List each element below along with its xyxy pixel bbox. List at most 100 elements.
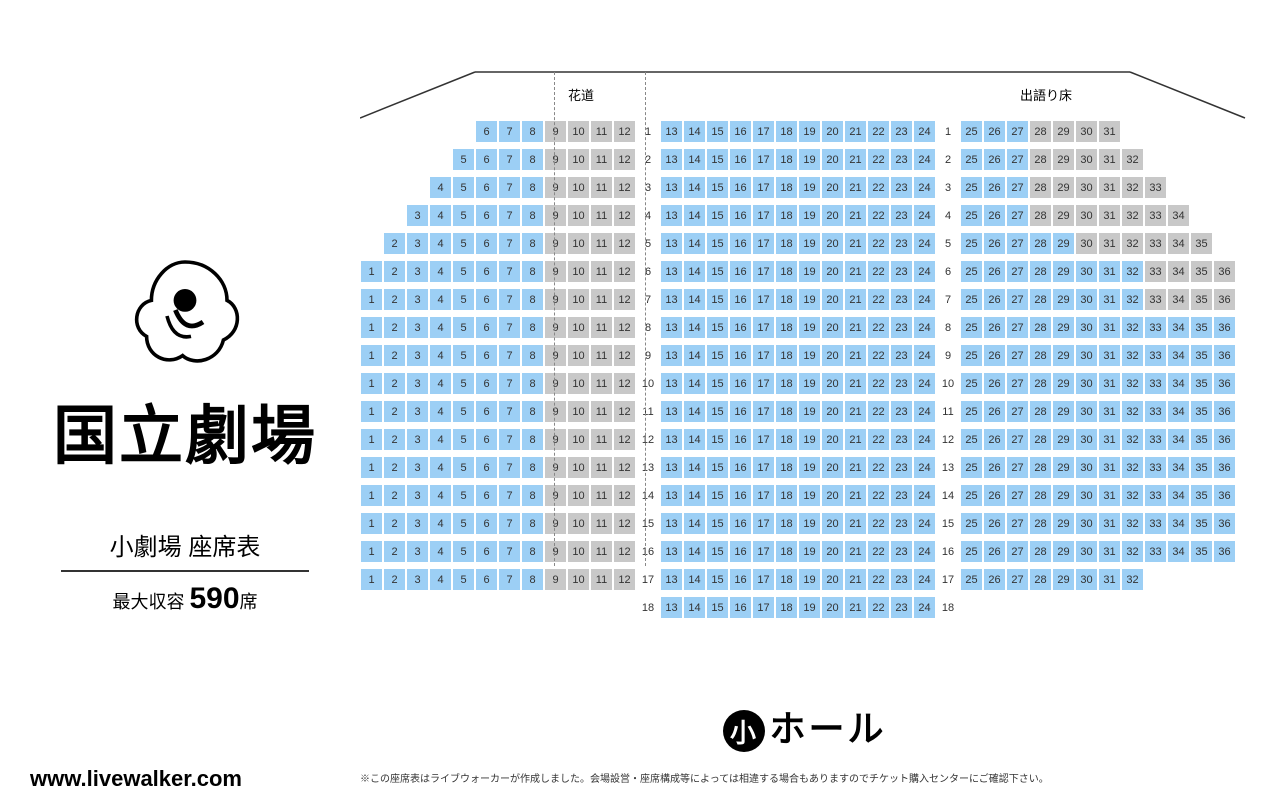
seat[interactable]: 16 (730, 121, 751, 142)
seat[interactable]: 15 (707, 401, 728, 422)
seat[interactable]: 3 (407, 317, 428, 338)
seat[interactable]: 22 (868, 149, 889, 170)
seat[interactable]: 36 (1214, 457, 1235, 478)
seat[interactable]: 36 (1214, 513, 1235, 534)
seat[interactable]: 6 (476, 261, 497, 282)
seat[interactable]: 20 (822, 149, 843, 170)
seat[interactable]: 13 (661, 373, 682, 394)
seat[interactable]: 20 (822, 597, 843, 618)
seat[interactable]: 28 (1030, 513, 1051, 534)
seat[interactable]: 26 (984, 457, 1005, 478)
seat[interactable]: 28 (1030, 149, 1051, 170)
seat[interactable]: 14 (684, 513, 705, 534)
seat[interactable]: 28 (1030, 233, 1051, 254)
seat[interactable]: 13 (661, 149, 682, 170)
seat[interactable]: 21 (845, 429, 866, 450)
seat[interactable]: 29 (1053, 457, 1074, 478)
seat[interactable]: 5 (453, 569, 474, 590)
seat[interactable]: 6 (476, 569, 497, 590)
seat[interactable]: 17 (753, 233, 774, 254)
seat[interactable]: 24 (914, 597, 935, 618)
seat[interactable]: 28 (1030, 541, 1051, 562)
seat[interactable]: 16 (730, 289, 751, 310)
seat[interactable]: 17 (753, 597, 774, 618)
seat[interactable]: 15 (707, 261, 728, 282)
seat[interactable]: 29 (1053, 569, 1074, 590)
seat[interactable]: 17 (753, 457, 774, 478)
seat[interactable]: 28 (1030, 401, 1051, 422)
seat[interactable]: 25 (961, 457, 982, 478)
seat[interactable]: 15 (707, 317, 728, 338)
seat[interactable]: 1 (361, 569, 382, 590)
seat[interactable]: 13 (661, 121, 682, 142)
seat[interactable]: 23 (891, 597, 912, 618)
seat[interactable]: 21 (845, 205, 866, 226)
seat[interactable]: 8 (522, 345, 543, 366)
seat[interactable]: 33 (1145, 233, 1166, 254)
seat[interactable]: 21 (845, 289, 866, 310)
seat[interactable]: 13 (661, 345, 682, 366)
seat[interactable]: 16 (730, 149, 751, 170)
seat[interactable]: 7 (499, 401, 520, 422)
seat[interactable]: 14 (684, 149, 705, 170)
seat[interactable]: 28 (1030, 429, 1051, 450)
seat[interactable]: 30 (1076, 345, 1097, 366)
seat[interactable]: 3 (407, 513, 428, 534)
seat[interactable]: 22 (868, 457, 889, 478)
seat[interactable]: 32 (1122, 457, 1143, 478)
seat[interactable]: 16 (730, 597, 751, 618)
seat[interactable]: 19 (799, 233, 820, 254)
seat[interactable]: 24 (914, 457, 935, 478)
seat[interactable]: 7 (499, 541, 520, 562)
seat[interactable]: 25 (961, 317, 982, 338)
seat[interactable]: 5 (453, 177, 474, 198)
seat[interactable]: 31 (1099, 513, 1120, 534)
seat[interactable]: 4 (430, 401, 451, 422)
seat[interactable]: 35 (1191, 541, 1212, 562)
seat[interactable]: 33 (1145, 261, 1166, 282)
seat[interactable]: 33 (1145, 317, 1166, 338)
seat[interactable]: 4 (430, 541, 451, 562)
seat[interactable]: 29 (1053, 345, 1074, 366)
seat[interactable]: 5 (453, 205, 474, 226)
seat[interactable]: 1 (361, 513, 382, 534)
seat[interactable]: 6 (476, 457, 497, 478)
seat[interactable]: 36 (1214, 289, 1235, 310)
seat[interactable]: 30 (1076, 401, 1097, 422)
seat[interactable]: 13 (661, 261, 682, 282)
seat[interactable]: 1 (361, 373, 382, 394)
seat[interactable]: 23 (891, 177, 912, 198)
seat[interactable]: 30 (1076, 541, 1097, 562)
seat[interactable]: 14 (684, 457, 705, 478)
seat[interactable]: 14 (684, 429, 705, 450)
seat[interactable]: 11 (591, 569, 612, 590)
seat[interactable]: 21 (845, 457, 866, 478)
seat[interactable]: 18 (776, 233, 797, 254)
seat[interactable]: 30 (1076, 513, 1097, 534)
seat[interactable]: 18 (776, 513, 797, 534)
seat[interactable]: 26 (984, 149, 1005, 170)
seat[interactable]: 15 (707, 289, 728, 310)
seat[interactable]: 19 (799, 289, 820, 310)
seat[interactable]: 12 (614, 569, 635, 590)
seat[interactable]: 28 (1030, 121, 1051, 142)
seat[interactable]: 36 (1214, 317, 1235, 338)
seat[interactable]: 19 (799, 373, 820, 394)
seat[interactable]: 32 (1122, 345, 1143, 366)
seat[interactable]: 29 (1053, 429, 1074, 450)
seat[interactable]: 8 (522, 541, 543, 562)
seat[interactable]: 3 (407, 261, 428, 282)
seat[interactable]: 14 (684, 317, 705, 338)
seat[interactable]: 14 (684, 121, 705, 142)
seat[interactable]: 5 (453, 289, 474, 310)
seat[interactable]: 34 (1168, 485, 1189, 506)
seat[interactable]: 35 (1191, 261, 1212, 282)
seat[interactable]: 30 (1076, 233, 1097, 254)
seat[interactable]: 7 (499, 485, 520, 506)
seat[interactable]: 5 (453, 457, 474, 478)
seat[interactable]: 13 (661, 289, 682, 310)
seat[interactable]: 36 (1214, 345, 1235, 366)
seat[interactable]: 14 (684, 205, 705, 226)
seat[interactable]: 15 (707, 429, 728, 450)
seat[interactable]: 6 (476, 317, 497, 338)
